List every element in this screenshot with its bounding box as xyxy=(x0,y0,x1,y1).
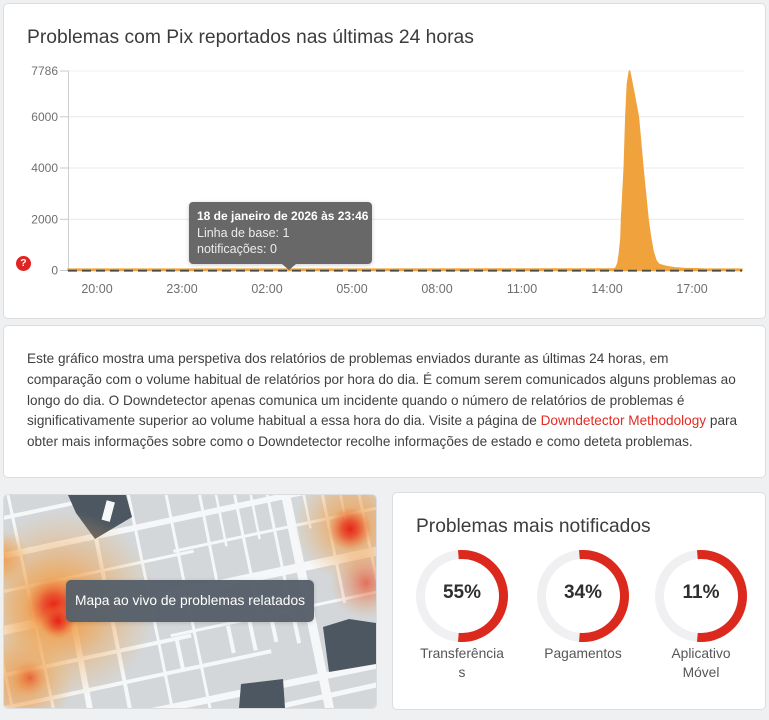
svg-text:4000: 4000 xyxy=(31,161,58,175)
svg-text:6000: 6000 xyxy=(31,110,58,124)
svg-text:08:00: 08:00 xyxy=(421,282,452,296)
svg-text:7786: 7786 xyxy=(31,64,58,78)
svg-text:14:00: 14:00 xyxy=(591,282,622,296)
svg-text:11:00: 11:00 xyxy=(507,282,537,296)
svg-text:05:00: 05:00 xyxy=(336,282,367,296)
svg-text:02:00: 02:00 xyxy=(251,282,282,296)
svg-text:20:00: 20:00 xyxy=(81,282,112,296)
svg-text:23:00: 23:00 xyxy=(166,282,197,296)
svg-text:2000: 2000 xyxy=(31,212,58,226)
svg-text:0: 0 xyxy=(51,264,58,278)
svg-text:17:00: 17:00 xyxy=(676,282,707,296)
